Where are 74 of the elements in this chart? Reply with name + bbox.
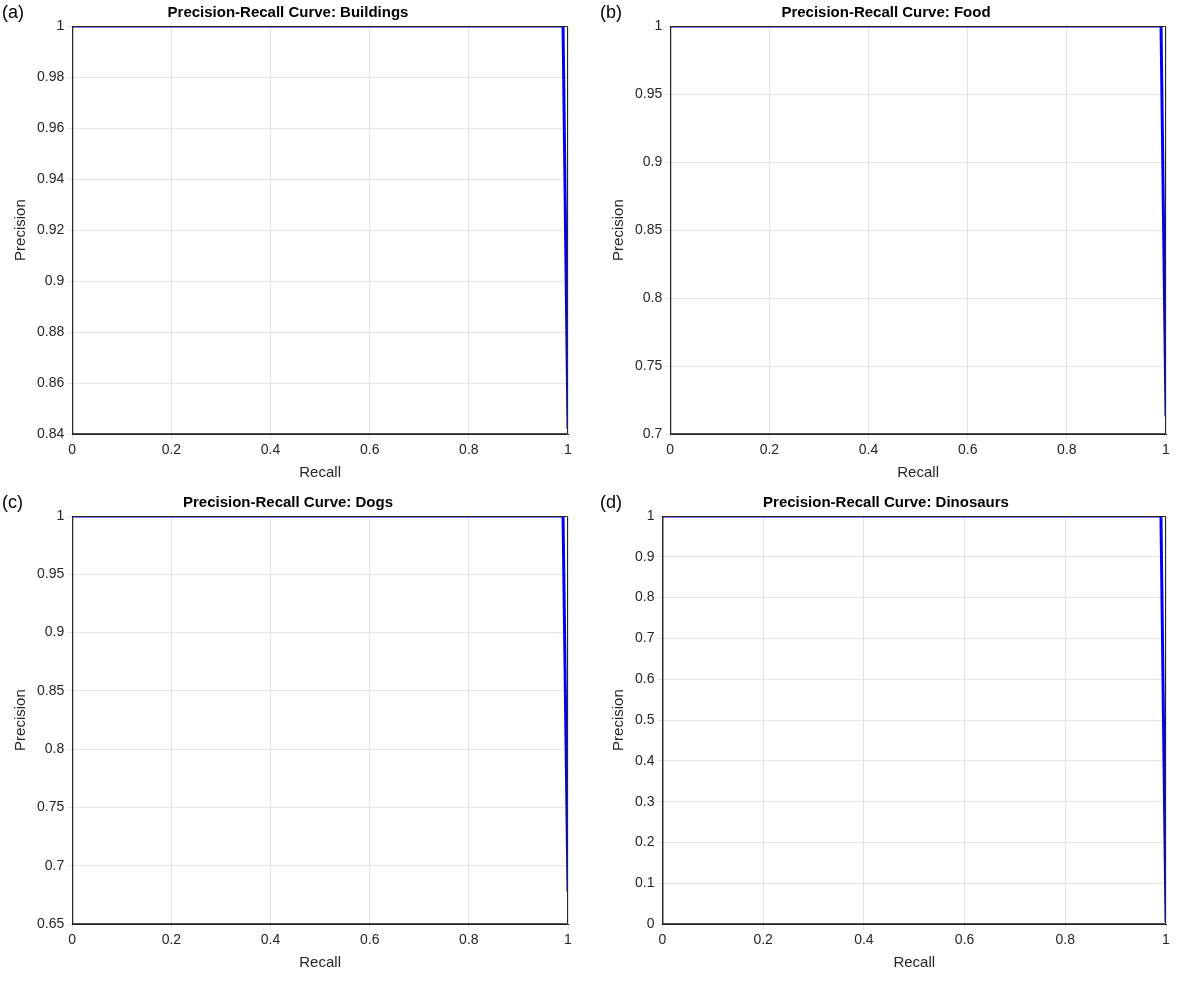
y-tick-label: 0.75 xyxy=(37,798,65,815)
x-tick-label: 0.6 xyxy=(954,931,975,948)
y-tick-label: 0.95 xyxy=(37,565,65,582)
y-tick-label: 0.3 xyxy=(634,792,655,809)
text: (b) xyxy=(600,1,622,22)
y-tick-label: 0.98 xyxy=(37,67,65,84)
y-tick-label: 1 xyxy=(56,506,65,523)
y-tick-label: 0.95 xyxy=(635,84,663,101)
x-axis-title: Recall xyxy=(299,953,341,971)
y-tick-label: 0.75 xyxy=(635,357,663,374)
y-tick-label: 0.65 xyxy=(37,915,65,932)
y-axis-title: Precision xyxy=(11,199,29,261)
x-axis-title: Recall xyxy=(299,463,341,481)
chart-title: Precision-Recall Curve: Buildings xyxy=(167,3,409,21)
y-tick-label: 1 xyxy=(654,16,663,33)
x-tick-label: 0.4 xyxy=(260,441,281,458)
x-tick-label: 1 xyxy=(564,931,573,948)
y-tick-label: 0.96 xyxy=(37,118,65,135)
x-tick-label: 0.2 xyxy=(161,931,182,948)
x-tick-label: 0 xyxy=(68,441,77,458)
text: (a) xyxy=(2,1,24,22)
x-tick-label: 0.6 xyxy=(359,441,380,458)
x-tick-label: 0.4 xyxy=(854,931,874,948)
x-tick-label: 0.4 xyxy=(858,441,879,458)
chart-title: Precision-Recall Curve: Dinosaurs xyxy=(763,493,1009,511)
y-tick-label: 0.5 xyxy=(634,710,655,727)
y-axis-title: Precision xyxy=(11,689,29,751)
y-tick-label: 0.7 xyxy=(44,856,65,873)
y-tick-label: 0.9 xyxy=(634,547,655,564)
y-tick-label: 0.9 xyxy=(44,623,65,640)
y-tick-label: 1 xyxy=(56,16,65,33)
chart-title: Precision-Recall Curve: Dogs xyxy=(182,493,394,511)
y-tick-label: 0.6 xyxy=(634,670,655,687)
y-axis-title: Precision xyxy=(609,689,627,751)
x-tick-label: 0.8 xyxy=(459,931,479,948)
y-axis-title: Precision xyxy=(609,199,627,261)
x-tick-label: 0.6 xyxy=(359,931,380,948)
x-tick-label: 0.8 xyxy=(1055,931,1076,948)
y-tick-label: 0.85 xyxy=(37,681,65,698)
y-tick-label: 0.88 xyxy=(37,323,65,340)
y-tick-label: 0.7 xyxy=(634,629,655,646)
y-tick-label: 0 xyxy=(646,915,655,932)
y-tick-label: 0.86 xyxy=(37,374,65,391)
y-tick-label: 0.8 xyxy=(642,288,663,305)
y-tick-label: 0.85 xyxy=(635,220,663,237)
y-tick-label: 0.7 xyxy=(642,425,663,442)
y-tick-label: 0.4 xyxy=(634,751,655,768)
x-tick-label: 0.6 xyxy=(957,441,978,458)
x-tick-label: 1 xyxy=(1162,441,1171,458)
x-tick-label: 0 xyxy=(68,931,77,948)
y-tick-label: 0.84 xyxy=(37,425,65,442)
x-tick-label: 0.8 xyxy=(1057,441,1077,458)
chart-title: Precision-Recall Curve: Food xyxy=(781,3,991,21)
text: (c) xyxy=(2,491,23,512)
y-tick-label: 0.9 xyxy=(44,271,65,288)
y-tick-label: 0.92 xyxy=(37,220,65,237)
y-tick-label: 0.8 xyxy=(44,740,65,757)
x-tick-label: 0 xyxy=(666,441,675,458)
x-tick-label: 0.4 xyxy=(260,931,281,948)
x-tick-label: 0.2 xyxy=(759,441,780,458)
y-tick-label: 0.9 xyxy=(642,152,663,169)
x-tick-label: 0.8 xyxy=(459,441,479,458)
x-tick-label: 1 xyxy=(564,441,573,458)
text: (d) xyxy=(600,491,622,512)
x-axis-title: Recall xyxy=(897,463,939,481)
y-tick-label: 0.94 xyxy=(37,169,65,186)
x-tick-label: 1 xyxy=(1162,931,1171,948)
y-tick-label: 0.2 xyxy=(634,833,655,850)
y-tick-label: 1 xyxy=(646,506,655,523)
x-tick-label: 0.2 xyxy=(161,441,182,458)
y-tick-label: 0.8 xyxy=(634,588,655,605)
x-tick-label: 0.2 xyxy=(753,931,774,948)
x-axis-title: Recall xyxy=(893,953,936,971)
y-tick-label: 0.1 xyxy=(634,874,655,891)
